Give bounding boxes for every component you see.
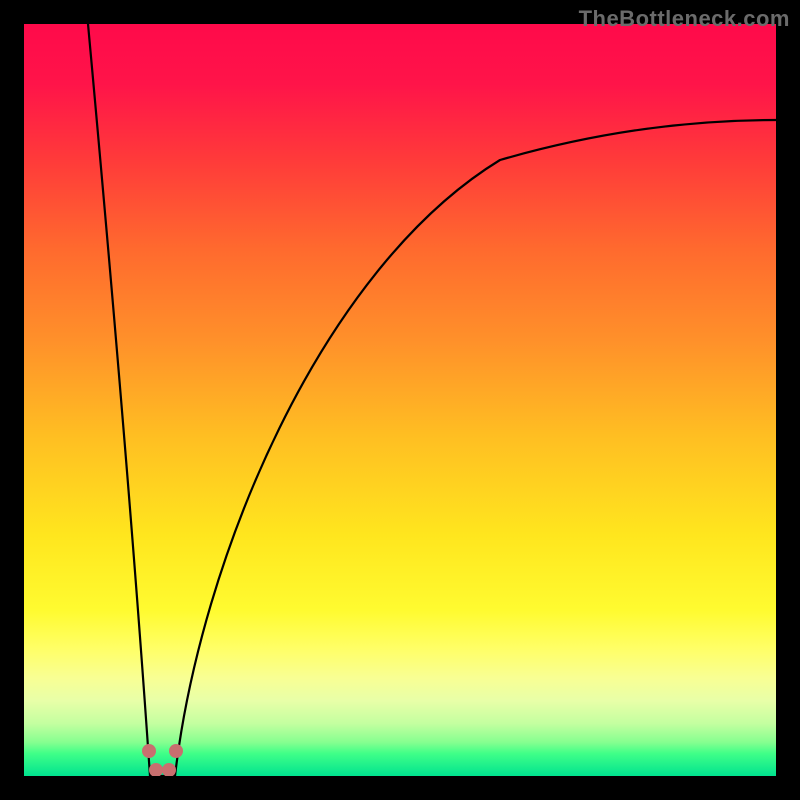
watermark-text: TheBottleneck.com: [579, 6, 790, 32]
cusp-marker: [149, 763, 163, 777]
cusp-marker: [142, 744, 156, 758]
cusp-marker: [169, 744, 183, 758]
plot-background: [24, 24, 776, 776]
chart-container: TheBottleneck.com: [0, 0, 800, 800]
cusp-marker: [162, 763, 176, 777]
bottleneck-curve-chart: [0, 0, 800, 800]
